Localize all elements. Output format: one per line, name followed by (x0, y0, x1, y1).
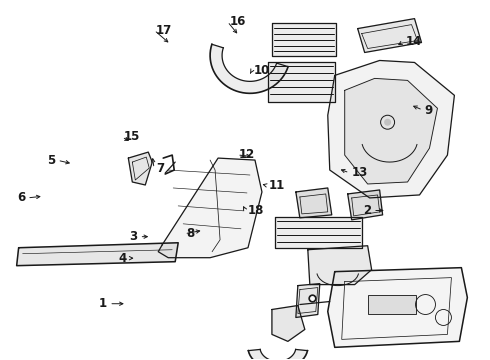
Polygon shape (210, 44, 288, 93)
Polygon shape (275, 217, 362, 248)
Polygon shape (328, 60, 454, 198)
Polygon shape (128, 152, 152, 185)
Text: 17: 17 (156, 24, 172, 37)
Polygon shape (348, 190, 383, 220)
Bar (368, 294, 416, 315)
Polygon shape (268, 62, 335, 102)
Text: 9: 9 (425, 104, 433, 117)
Text: 6: 6 (17, 192, 25, 204)
Text: 15: 15 (124, 130, 140, 144)
Text: 10: 10 (254, 64, 270, 77)
Polygon shape (272, 23, 336, 57)
Text: 12: 12 (239, 148, 255, 161)
Text: 3: 3 (129, 230, 138, 243)
Text: 14: 14 (405, 35, 421, 49)
Polygon shape (272, 306, 305, 341)
Text: 18: 18 (247, 204, 264, 217)
Text: 4: 4 (119, 252, 127, 265)
Polygon shape (358, 19, 421, 53)
Text: 13: 13 (351, 166, 368, 179)
Polygon shape (296, 284, 320, 318)
Text: 5: 5 (47, 154, 55, 167)
Polygon shape (248, 350, 308, 360)
Text: 8: 8 (186, 227, 195, 240)
Polygon shape (328, 268, 467, 347)
Text: 2: 2 (363, 204, 371, 217)
Text: 1: 1 (99, 297, 107, 310)
Polygon shape (296, 188, 332, 218)
Polygon shape (308, 246, 371, 285)
Text: 11: 11 (269, 179, 285, 192)
Text: 7: 7 (156, 162, 164, 175)
Text: 16: 16 (229, 15, 246, 28)
Polygon shape (158, 158, 262, 258)
Polygon shape (345, 78, 438, 184)
Circle shape (384, 119, 391, 126)
Polygon shape (17, 243, 178, 266)
